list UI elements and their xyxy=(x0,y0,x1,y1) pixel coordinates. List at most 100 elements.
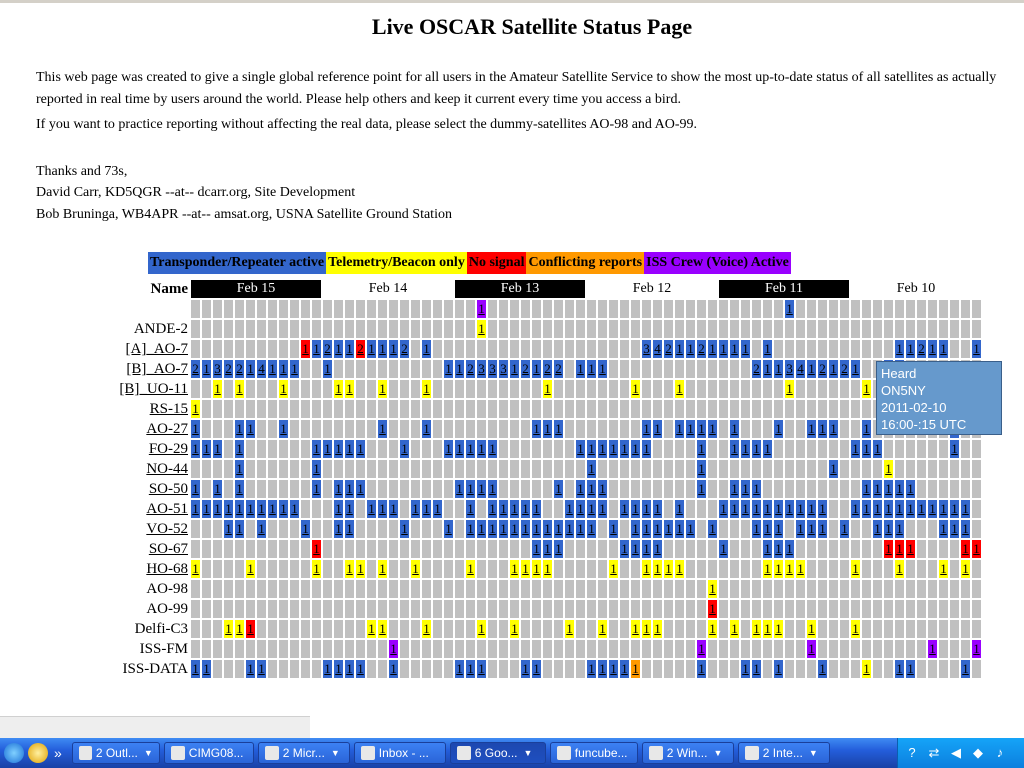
status-cell[interactable]: 1 xyxy=(796,520,805,538)
status-cell[interactable]: 1 xyxy=(576,440,585,458)
status-cell[interactable]: 1 xyxy=(477,440,486,458)
status-cell[interactable]: 1 xyxy=(257,520,266,538)
status-cell[interactable]: 1 xyxy=(862,660,871,678)
status-cell[interactable]: 1 xyxy=(422,340,431,358)
status-cell[interactable]: 1 xyxy=(532,660,541,678)
status-cell[interactable]: 1 xyxy=(697,640,706,658)
status-cell[interactable]: 1 xyxy=(631,500,640,518)
status-cell[interactable]: 1 xyxy=(378,500,387,518)
status-cell[interactable]: 1 xyxy=(829,360,838,378)
status-cell[interactable]: 1 xyxy=(345,520,354,538)
status-cell[interactable]: 1 xyxy=(279,360,288,378)
status-cell[interactable]: 1 xyxy=(202,360,211,378)
status-cell[interactable]: 1 xyxy=(422,380,431,398)
status-cell[interactable]: 1 xyxy=(312,340,321,358)
status-cell[interactable]: 1 xyxy=(433,500,442,518)
status-cell[interactable]: 1 xyxy=(928,500,937,518)
status-cell[interactable]: 1 xyxy=(587,480,596,498)
status-cell[interactable]: 1 xyxy=(686,520,695,538)
status-cell[interactable]: 1 xyxy=(873,480,882,498)
status-cell[interactable]: 1 xyxy=(752,440,761,458)
status-cell[interactable]: 1 xyxy=(202,660,211,678)
status-cell[interactable]: 1 xyxy=(807,620,816,638)
status-cell[interactable]: 1 xyxy=(444,360,453,378)
status-cell[interactable]: 1 xyxy=(642,520,651,538)
status-cell[interactable]: 1 xyxy=(466,520,475,538)
status-cell[interactable]: 1 xyxy=(389,640,398,658)
status-cell[interactable]: 1 xyxy=(543,380,552,398)
taskbar-button[interactable]: funcube... xyxy=(549,742,638,764)
status-cell[interactable]: 1 xyxy=(521,520,530,538)
status-cell[interactable]: 1 xyxy=(202,440,211,458)
status-cell[interactable]: 1 xyxy=(730,420,739,438)
status-cell[interactable]: 1 xyxy=(521,560,530,578)
status-cell[interactable]: 1 xyxy=(895,500,904,518)
quicklaunch-more-icon[interactable]: » xyxy=(54,745,62,761)
status-cell[interactable]: 1 xyxy=(510,620,519,638)
status-cell[interactable]: 1 xyxy=(477,620,486,638)
status-cell[interactable]: 1 xyxy=(697,420,706,438)
status-cell[interactable]: 1 xyxy=(587,500,596,518)
status-cell[interactable]: 1 xyxy=(323,440,332,458)
status-cell[interactable]: 1 xyxy=(774,360,783,378)
status-cell[interactable]: 1 xyxy=(576,360,585,378)
status-cell[interactable]: 1 xyxy=(191,440,200,458)
status-cell[interactable]: 1 xyxy=(631,520,640,538)
status-cell[interactable]: 1 xyxy=(807,520,816,538)
status-cell[interactable]: 1 xyxy=(279,380,288,398)
status-cell[interactable]: 1 xyxy=(510,520,519,538)
status-cell[interactable]: 1 xyxy=(972,340,981,358)
status-cell[interactable]: 1 xyxy=(345,560,354,578)
status-cell[interactable]: 1 xyxy=(609,560,618,578)
status-cell[interactable]: 1 xyxy=(598,620,607,638)
status-cell[interactable]: 1 xyxy=(345,660,354,678)
status-cell[interactable]: 1 xyxy=(752,620,761,638)
status-cell[interactable]: 1 xyxy=(598,660,607,678)
status-cell[interactable]: 1 xyxy=(576,500,585,518)
status-cell[interactable]: 1 xyxy=(961,660,970,678)
status-cell[interactable]: 1 xyxy=(939,500,948,518)
status-cell[interactable]: 2 xyxy=(752,360,761,378)
status-cell[interactable]: 1 xyxy=(466,500,475,518)
status-cell[interactable]: 1 xyxy=(664,520,673,538)
status-cell[interactable]: 1 xyxy=(378,620,387,638)
satellite-name[interactable]: AO-51 xyxy=(146,501,188,517)
status-cell[interactable]: 1 xyxy=(191,500,200,518)
status-cell[interactable]: 1 xyxy=(906,340,915,358)
status-cell[interactable]: 1 xyxy=(675,420,684,438)
status-cell[interactable]: 1 xyxy=(312,560,321,578)
status-cell[interactable]: 1 xyxy=(620,500,629,518)
status-cell[interactable]: 1 xyxy=(730,620,739,638)
status-cell[interactable]: 1 xyxy=(301,340,310,358)
status-cell[interactable]: 1 xyxy=(730,480,739,498)
status-cell[interactable]: 1 xyxy=(213,480,222,498)
status-cell[interactable]: 1 xyxy=(301,520,310,538)
status-cell[interactable]: 1 xyxy=(400,520,409,538)
status-cell[interactable]: 2 xyxy=(323,340,332,358)
status-cell[interactable]: 1 xyxy=(466,480,475,498)
status-cell[interactable]: 1 xyxy=(312,540,321,558)
status-cell[interactable]: 1 xyxy=(807,500,816,518)
status-cell[interactable]: 3 xyxy=(499,360,508,378)
status-cell[interactable]: 1 xyxy=(653,420,662,438)
status-cell[interactable]: 1 xyxy=(675,560,684,578)
status-cell[interactable]: 1 xyxy=(752,500,761,518)
status-cell[interactable]: 1 xyxy=(774,540,783,558)
status-cell[interactable]: 1 xyxy=(356,660,365,678)
status-cell[interactable]: 1 xyxy=(763,540,772,558)
status-cell[interactable]: 1 xyxy=(191,560,200,578)
status-cell[interactable]: 1 xyxy=(466,660,475,678)
status-cell[interactable]: 1 xyxy=(928,640,937,658)
status-cell[interactable]: 1 xyxy=(631,540,640,558)
status-cell[interactable]: 1 xyxy=(345,380,354,398)
status-cell[interactable]: 1 xyxy=(818,660,827,678)
status-cell[interactable]: 1 xyxy=(642,560,651,578)
status-cell[interactable]: 1 xyxy=(455,660,464,678)
status-cell[interactable]: 1 xyxy=(576,480,585,498)
status-cell[interactable]: 1 xyxy=(818,420,827,438)
status-cell[interactable]: 1 xyxy=(961,500,970,518)
back-arrow-icon[interactable]: ◀ xyxy=(951,745,961,760)
status-cell[interactable]: 1 xyxy=(455,360,464,378)
status-cell[interactable]: 1 xyxy=(697,440,706,458)
status-cell[interactable]: 1 xyxy=(642,420,651,438)
